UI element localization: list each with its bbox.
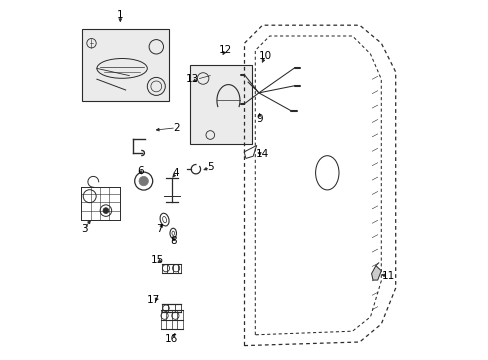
Polygon shape xyxy=(371,266,381,280)
Text: 13: 13 xyxy=(185,74,199,84)
Text: 5: 5 xyxy=(206,162,213,172)
Bar xyxy=(190,65,251,144)
Circle shape xyxy=(139,176,148,186)
Text: 4: 4 xyxy=(172,168,179,178)
Text: 15: 15 xyxy=(150,255,163,265)
Text: 2: 2 xyxy=(172,123,179,133)
Text: 3: 3 xyxy=(81,224,87,234)
Text: 10: 10 xyxy=(258,51,271,61)
Text: 9: 9 xyxy=(256,114,263,124)
Text: 14: 14 xyxy=(255,149,268,159)
Bar xyxy=(82,29,168,101)
Text: 17: 17 xyxy=(147,294,160,305)
Text: 11: 11 xyxy=(381,271,394,282)
Text: 12: 12 xyxy=(219,45,232,55)
Circle shape xyxy=(103,208,108,213)
Text: 1: 1 xyxy=(117,10,123,20)
Text: 7: 7 xyxy=(156,224,163,234)
Text: 16: 16 xyxy=(165,334,178,344)
Text: 6: 6 xyxy=(137,166,143,176)
Text: 8: 8 xyxy=(170,236,177,246)
